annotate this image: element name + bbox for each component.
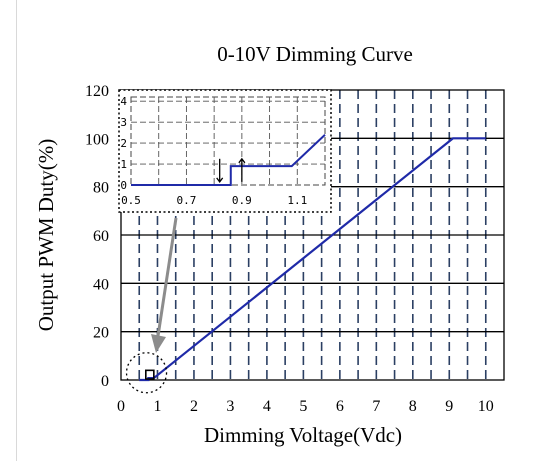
inset-arrowhead-up: [238, 157, 246, 164]
inset-y-tick-label: 4: [120, 95, 127, 108]
x-tick-label: 4: [263, 398, 271, 415]
y-axis-label: Output PWM Duty(%): [34, 139, 58, 332]
y-tick-label: 40: [93, 276, 109, 293]
inset-y-tick-label: 0: [120, 179, 127, 192]
x-tick-label: 0: [117, 398, 125, 415]
inset-plot-border: [130, 96, 326, 186]
x-tick-label: 3: [226, 398, 234, 415]
inset-zoom: 0 1 2 3 4 0.5 0.7 0.9 1.1: [118, 89, 332, 213]
x-tick-label: 5: [299, 398, 307, 415]
y-tick-label: 0: [101, 373, 109, 390]
inset-x-tick-label: 0.9: [232, 194, 252, 207]
y-tick-label: 80: [93, 180, 109, 197]
inset-arrowhead-down: [216, 177, 224, 183]
zoom-circle: [125, 352, 168, 394]
dimming-curve-chart: 0-10V Dimming Curve Output PWM Duty(%) D…: [34, 42, 505, 447]
inset-y-tick-label: 2: [120, 137, 127, 150]
x-tick-label: 1: [153, 398, 161, 415]
inset-x-tick-label: 0.5: [121, 194, 141, 207]
inset-x-tick-label: 1.1: [287, 194, 307, 207]
y-tick-label: 20: [93, 325, 109, 342]
y-tick-label: 60: [93, 228, 109, 245]
series-line: [139, 137, 486, 382]
inset-series-line: [131, 133, 326, 186]
chart-frame: 0-10V Dimming Curve Output PWM Duty(%) D…: [16, 0, 530, 461]
x-tick-label: 2: [190, 398, 198, 415]
x-tick-label: 8: [409, 398, 417, 415]
y-tick-label: 100: [85, 131, 109, 148]
chart-title: 0-10V Dimming Curve: [217, 42, 413, 66]
x-axis-label: Dimming Voltage(Vdc): [204, 423, 402, 447]
x-tick-label: 6: [336, 398, 344, 415]
x-tick-label: 10: [478, 398, 494, 415]
inset-x-tick-label: 0.7: [176, 194, 196, 207]
inset-y-tick-label: 1: [120, 158, 127, 171]
y-tick-label: 120: [85, 83, 109, 100]
zoom-arrowhead: [151, 334, 166, 353]
x-tick-label: 7: [372, 398, 380, 415]
zoom-arrow: [156, 217, 178, 337]
hysteresis-marker: [145, 369, 155, 380]
inset-y-tick-label: 3: [120, 116, 127, 129]
x-tick-label: 9: [445, 398, 453, 415]
